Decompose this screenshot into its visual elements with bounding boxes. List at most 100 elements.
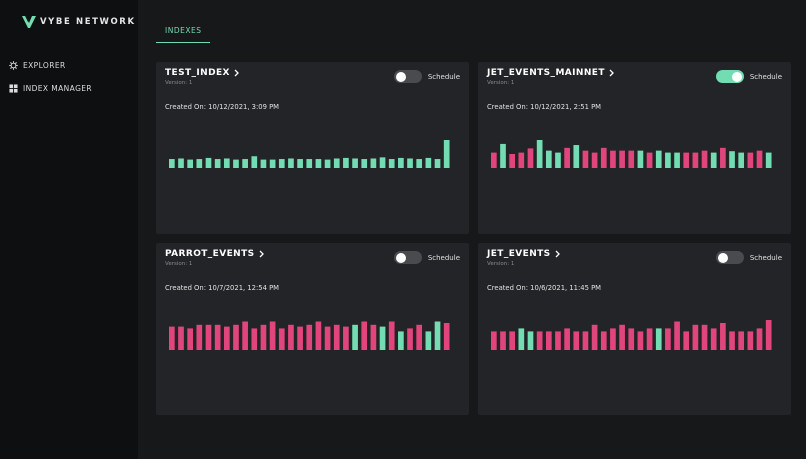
chart-bar (555, 331, 561, 350)
chart-bar (646, 328, 653, 350)
schedule-toggle[interactable] (715, 70, 744, 83)
index-title: PARROT_EVENTS (165, 249, 255, 259)
chart-bar (278, 159, 285, 168)
index-version: Version: 1 (487, 261, 515, 267)
chart-bar (379, 326, 386, 350)
chart-bar (242, 321, 248, 350)
bar-chart (491, 320, 772, 350)
chart-bar (637, 331, 644, 350)
chart-bar (665, 328, 671, 350)
chart-bar (233, 159, 239, 168)
schedule-toggle[interactable] (393, 251, 422, 264)
chart-bar (169, 326, 175, 350)
schedule-toggle[interactable] (715, 251, 744, 264)
chart-bar (527, 148, 534, 168)
chart-bar (297, 326, 303, 350)
chart-bar (324, 159, 331, 168)
chevron-right-icon (609, 69, 614, 77)
chart-bar (223, 158, 230, 168)
index-title-link[interactable]: PARROT_EVENTS (165, 249, 264, 259)
chart-bar (729, 151, 735, 168)
chart-bar (370, 324, 377, 350)
schedule-control: Schedule (715, 251, 782, 264)
chart-bar (692, 324, 699, 350)
toggle-knob (395, 252, 406, 263)
grid-icon (9, 83, 18, 93)
chart-bar (747, 331, 754, 350)
chart-bar (352, 324, 358, 350)
chart-bar (674, 321, 680, 350)
sidebar-item-label: INDEX MANAGER (23, 83, 93, 93)
chart-bar (343, 326, 349, 350)
chart-bar (416, 159, 423, 168)
chart-bar (591, 324, 598, 350)
chart-bar (610, 150, 616, 168)
chart-bar (573, 331, 580, 350)
chart-bar (443, 323, 450, 350)
bar-chart (491, 140, 772, 168)
chart-bar (701, 150, 708, 168)
brand-name: VYBE NETWORK (40, 17, 136, 27)
toggle-knob (731, 71, 742, 82)
chart-bar (692, 152, 699, 168)
chart-bar (509, 154, 515, 168)
index-title-link[interactable]: TEST_INDEX (165, 68, 239, 78)
chart-bar (738, 152, 745, 168)
index-title-link[interactable]: JET_EVENTS (487, 249, 560, 259)
chart-bar (343, 157, 349, 168)
brand-logo[interactable]: VYBE NETWORK (22, 16, 136, 28)
sidebar-item-explorer[interactable]: EXPLORER (9, 59, 92, 71)
sidebar-item-index-manager[interactable]: INDEX MANAGER (9, 82, 92, 94)
chart-bar (324, 326, 331, 350)
chevron-right-icon (234, 69, 239, 77)
chart-bar (756, 328, 763, 350)
chart-bar (251, 328, 258, 350)
chart-bar (388, 321, 395, 350)
vybe-logo-icon (22, 16, 36, 28)
chart-bar (178, 158, 184, 168)
chart-bar (315, 321, 322, 350)
chart-bar (518, 152, 525, 168)
schedule-toggle[interactable] (393, 70, 422, 83)
chart-bar (169, 159, 175, 168)
chart-bar (288, 158, 294, 168)
chart-bar (564, 328, 570, 350)
chart-bar (545, 331, 552, 350)
bar-chart (169, 140, 450, 168)
chart-bar (573, 145, 580, 168)
chart-bar (564, 147, 570, 168)
chart-bar (600, 331, 607, 350)
chart-bar (288, 324, 294, 350)
chart-bar (637, 150, 644, 168)
chart-bar (628, 150, 635, 168)
chart-bar (196, 159, 203, 168)
schedule-label: Schedule (749, 253, 782, 262)
tab-indexes[interactable]: INDEXES (156, 22, 211, 43)
chart-bar (619, 324, 625, 350)
chart-bar (370, 158, 377, 168)
index-version: Version: 1 (487, 80, 515, 86)
chart-bar (720, 323, 726, 350)
index-title-link[interactable]: JET_EVENTS_MAINNET (487, 68, 614, 78)
index-version: Version: 1 (165, 80, 193, 86)
chart-bar (747, 152, 754, 168)
tab-bar: INDEXES (156, 18, 211, 43)
schedule-control: Schedule (715, 70, 782, 83)
index-card: JET_EVENTS_MAINNET Version: 1 Schedule C… (478, 62, 791, 234)
index-title: JET_EVENTS (487, 249, 551, 259)
created-date: Created On: 10/6/2021, 11:45 PM (487, 284, 602, 292)
gear-icon (9, 60, 18, 70)
chart-bar (178, 326, 184, 350)
card-header: JET_EVENTS_MAINNET Version: 1 (487, 68, 614, 86)
schedule-control: Schedule (393, 251, 460, 264)
chart-bar (223, 326, 230, 350)
chart-bar (555, 152, 561, 168)
chart-bar (729, 331, 735, 350)
chart-bar (518, 328, 525, 350)
sidebar-nav: EXPLORER INDEX MANAGER (9, 59, 92, 105)
chart-bar (398, 157, 404, 168)
schedule-label: Schedule (749, 72, 782, 81)
index-card: PARROT_EVENTS Version: 1 Schedule Create… (156, 243, 469, 415)
chart-bar (500, 143, 506, 168)
chart-bar (214, 159, 221, 168)
